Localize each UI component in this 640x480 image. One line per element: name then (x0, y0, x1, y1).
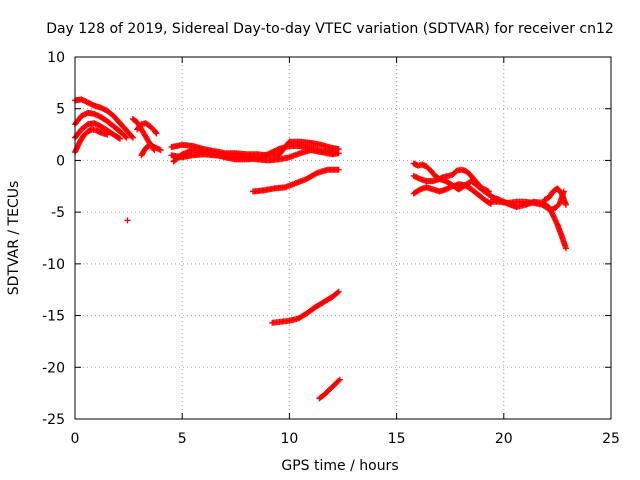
data-point (123, 134, 130, 141)
y-tick-label: 10 (47, 50, 65, 66)
series-track-14 (316, 376, 343, 402)
data-point (335, 150, 342, 157)
x-tick-label: 25 (602, 431, 620, 447)
data-point (124, 217, 131, 224)
series-track-19 (487, 193, 569, 252)
data-point (335, 166, 342, 173)
ticks: 0 5 10 15 20 25 -25 -20 -15 -10 -5 0 5 10 (42, 50, 620, 447)
y-tick-label: -5 (51, 205, 65, 221)
series-track-1 (72, 96, 136, 141)
data-point (336, 376, 343, 383)
data-point (153, 130, 160, 137)
series-track-4 (72, 126, 111, 156)
series-track-11 (170, 142, 336, 165)
y-tick-label: 5 (56, 102, 65, 118)
series-track-6 (134, 120, 160, 137)
data-point-fill (122, 133, 129, 140)
data-point-fill (335, 377, 342, 384)
data-point (117, 135, 124, 142)
data-point (157, 147, 164, 154)
x-axis-label: GPS time / hours (281, 458, 398, 474)
x-tick-label: 15 (388, 431, 406, 447)
y-tick-label: 0 (56, 153, 65, 169)
data-point (562, 245, 569, 252)
x-tick-label: 20 (495, 431, 513, 447)
series-track-7 (138, 141, 164, 159)
data-point-fill (334, 289, 341, 296)
series-track-15 (410, 160, 492, 195)
data-point (329, 149, 336, 156)
series-track-17 (410, 181, 494, 207)
y-axis-label: SDTVAR / TECUs (6, 181, 22, 296)
x-tick-label: 0 (71, 431, 80, 447)
series-track-8 (124, 217, 131, 224)
x-tick-label: 5 (178, 431, 187, 447)
grid (75, 57, 611, 419)
data-series (72, 96, 569, 402)
series-track-2 (72, 109, 130, 141)
x-tick-label: 10 (280, 431, 298, 447)
data-point (129, 134, 136, 141)
series-track-12 (249, 166, 342, 195)
y-tick-label: -20 (42, 360, 65, 376)
data-point (562, 201, 569, 208)
series-track-16 (410, 172, 494, 199)
data-point-fill (152, 129, 159, 136)
series-track-13 (269, 288, 342, 326)
plot-frame (74, 56, 612, 420)
chart-title: Day 128 of 2019, Sidereal Day-to-day VTE… (46, 21, 614, 37)
series-track-20 (541, 185, 569, 208)
data-point (104, 131, 111, 138)
data-point-fill (115, 135, 122, 142)
data-point (335, 288, 342, 295)
y-tick-label: -10 (42, 257, 65, 273)
y-tick-label: -25 (42, 412, 65, 428)
y-tick-label: -15 (42, 309, 65, 325)
data-point-fill (128, 133, 135, 140)
